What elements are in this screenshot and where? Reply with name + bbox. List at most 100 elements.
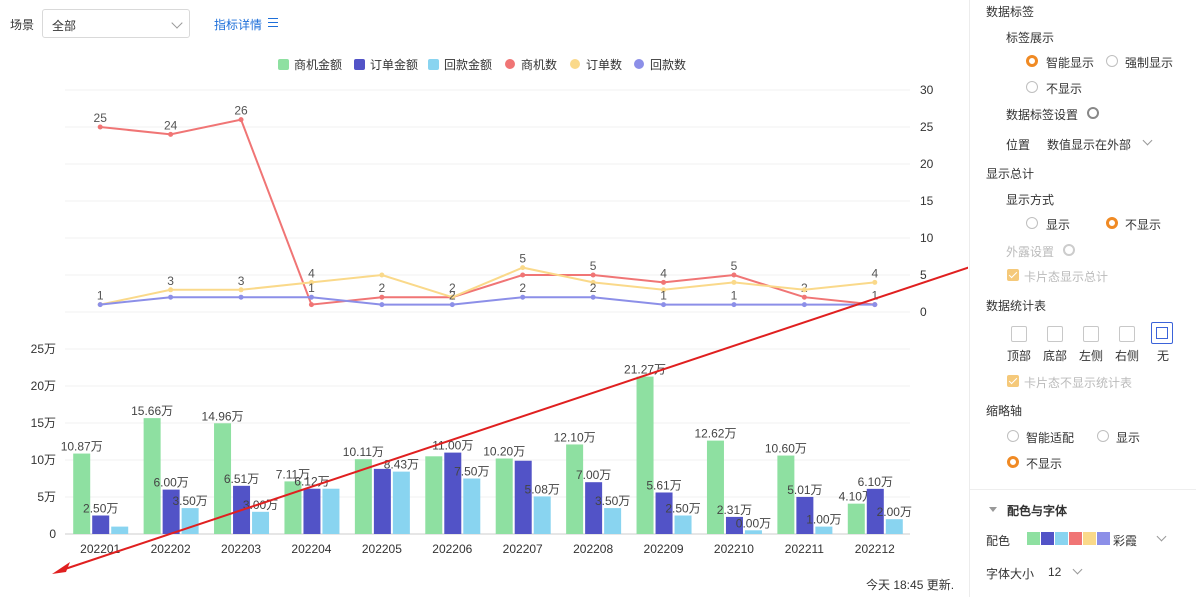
table-right-option[interactable] [1119,326,1135,342]
line-data-label: 4 [871,266,878,280]
series-line [100,296,875,306]
label-settings-heading: 数据标签设置 [1006,108,1079,122]
display-mode-heading: 显示方式 [1006,193,1055,207]
table-right-label: 右侧 [1115,349,1140,363]
line-data-label: 3 [167,274,174,288]
line-point [379,302,385,308]
x-tick-label: 202203 [221,542,261,556]
show-total-heading: 显示总计 [986,167,1035,181]
bar-data-label: 12.10万 [554,430,596,444]
line-data-label: 1 [731,289,738,303]
opt-smart-display-label: 智能显示 [1046,56,1095,70]
bar-data-label: 7.00万 [576,468,611,482]
bar [354,459,372,534]
position-select[interactable]: 数值显示在外部 [1047,138,1132,152]
legend-label: 回款金额 [444,57,492,72]
line-axis-tick: 30 [920,83,934,97]
bar-data-label: 21.27万 [624,363,666,377]
list-icon[interactable] [268,18,278,27]
line-point [238,287,244,293]
radio-total-show[interactable] [1026,217,1038,229]
radio-label-hide[interactable] [1026,81,1038,93]
bar-data-label: 15.66万 [131,404,173,418]
line-data-label: 4 [660,266,667,280]
radio-thumb-smart[interactable] [1007,430,1019,442]
palette-swatch [1041,532,1054,545]
bar [585,482,603,534]
bar-data-label: 10.20万 [483,445,525,459]
legend-label: 商机金额 [294,57,342,72]
bar [252,511,270,534]
palette-swatch [1097,532,1110,545]
chart-svg: 商机金额 订单金额 回款金额 商机数 订单数 回款数0510152025302524262… [31,57,1106,574]
card-show-total-checkbox[interactable] [1007,269,1019,281]
gear-icon[interactable] [1087,107,1099,119]
radio-thumb-hide[interactable] [1007,456,1019,468]
bar-data-label: 8.43万 [384,458,419,472]
bar-data-label: 6.10万 [858,475,893,489]
line-data-label: 2 [449,289,456,303]
chevron-down-icon[interactable] [1142,135,1153,146]
legend-swatch [354,59,365,70]
bar [162,489,180,534]
palette-name[interactable]: 彩霞 [1113,534,1138,548]
line-point [520,272,526,278]
opt-thumb-hide-label: 不显示 [1026,457,1063,471]
line-point [661,287,667,293]
radio-thumb-show[interactable] [1097,430,1109,442]
bar [111,526,129,534]
opt-thumb-show-label: 显示 [1116,431,1141,445]
section-divider [970,489,1196,490]
table-bottom-option[interactable] [1047,326,1063,342]
table-top-option[interactable] [1011,326,1027,342]
bar-axis-tick: 5万 [37,490,56,504]
bar-data-label: 10.87万 [61,440,103,454]
bar [885,519,903,534]
bar-data-label: 4.10万 [839,490,874,504]
bar-axis-tick: 15万 [31,416,56,430]
bar-data-label: 2.31万 [717,503,752,517]
font-size-select[interactable]: 12 [1048,565,1062,579]
bar-data-label: 7.50万 [454,465,489,479]
line-data-label: 2 [449,281,456,295]
bar-data-label: 3.50万 [595,494,630,508]
bar [373,468,391,534]
legend-label: 订单数 [586,57,622,72]
radio-total-hide[interactable] [1106,217,1118,229]
bar-axis-tick: 0 [49,527,56,541]
chevron-down-icon[interactable] [1156,531,1167,542]
metric-detail-link[interactable]: 指标详情 [214,18,263,32]
radio-smart-display[interactable] [1026,55,1038,67]
color-font-heading[interactable]: 配色与字体 [1007,504,1068,518]
bar-data-label: 6.00万 [153,476,188,490]
line-point [872,279,878,285]
scene-select[interactable]: 全部 [42,9,190,38]
opt-total-show-label: 显示 [1046,218,1071,232]
outer-settings-heading: 外露设置 [1006,245,1055,259]
font-size-label: 字体大小 [986,567,1035,581]
chevron-down-icon[interactable] [1072,564,1083,575]
bar [533,496,551,534]
radio-force-display[interactable] [1106,55,1118,67]
bar-data-label: 7.11万 [276,467,310,481]
table-none-option[interactable] [1151,322,1173,344]
bar [214,423,232,534]
bar-data-label: 1.00万 [806,513,841,527]
legend-swatch [634,59,644,69]
bar [181,508,199,534]
table-left-option[interactable] [1083,326,1099,342]
card-no-stats-checkbox[interactable] [1007,375,1019,387]
line-point [731,302,737,308]
bar [796,496,814,534]
bar [566,444,584,534]
line-point [520,294,526,300]
bar [706,440,724,534]
line-point [661,279,667,285]
stats-table-heading: 数据统计表 [986,299,1047,313]
collapse-triangle-icon[interactable] [989,507,997,512]
line-point [379,294,385,300]
chevron-down-icon [171,17,183,29]
bar [92,515,110,534]
bar [725,516,743,534]
bar-data-label: 12.62万 [694,427,736,441]
